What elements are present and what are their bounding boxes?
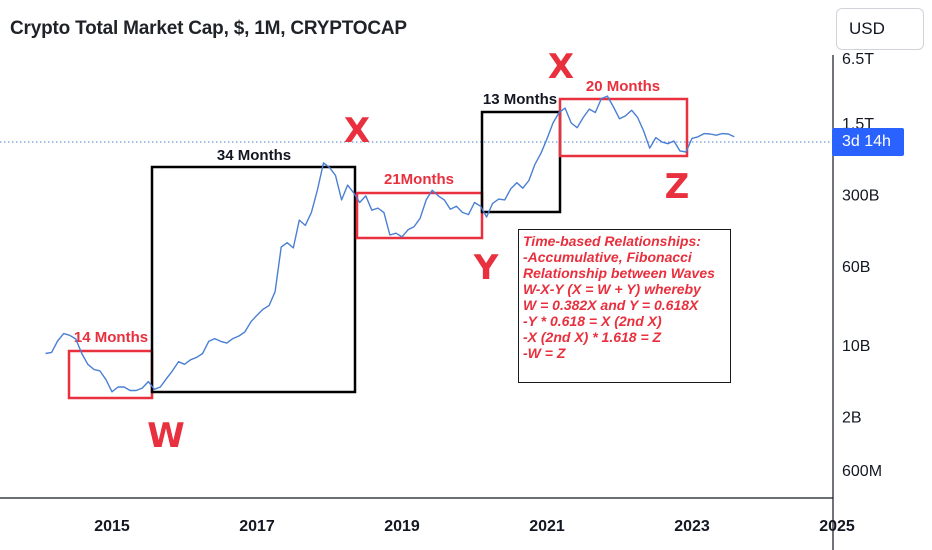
y-tick-label: 600M xyxy=(842,463,882,480)
y-tick-label: 2B xyxy=(842,410,862,427)
x-tick-label: 2021 xyxy=(529,518,565,535)
x-tick-label: 2019 xyxy=(384,518,420,535)
wave-labels: W X Y X Z xyxy=(147,47,689,456)
note-line: Relationship between Waves xyxy=(523,265,715,281)
time-box xyxy=(355,191,484,240)
wave-label: W xyxy=(147,416,185,456)
time-box xyxy=(150,165,357,394)
time-box xyxy=(558,97,689,158)
market-cap-line xyxy=(45,95,735,393)
note-line: -Y * 0.618 = X (2nd X) xyxy=(523,313,662,329)
note-line: W = 0.382X and Y = 0.618X xyxy=(523,297,699,313)
box-label: 13 Months xyxy=(483,91,557,108)
note-line: W-X-Y (X = W + Y) whereby xyxy=(523,281,701,297)
currency-selector[interactable]: USD xyxy=(836,8,924,50)
y-tick-label: 6.5T xyxy=(842,51,874,68)
y-tick-label: 300B xyxy=(842,187,879,204)
countdown-badge: 3d 14h xyxy=(832,128,904,156)
note-line: Time-based Relationships: xyxy=(523,233,701,249)
box-label: 14 Months xyxy=(74,329,148,346)
box-label: 34 Months xyxy=(217,147,291,164)
wave-label: X xyxy=(548,47,574,87)
box-label: 20 Months xyxy=(586,78,660,95)
box-label: 21Months xyxy=(384,171,454,188)
note-line: -Accumulative, Fibonacci xyxy=(523,249,692,265)
wave-label: Y xyxy=(473,248,499,288)
wave-label: Z xyxy=(665,167,690,207)
x-tick-label: 2017 xyxy=(239,518,275,535)
time-box xyxy=(480,110,562,214)
note-line: -X (2nd X) * 1.618 = Z xyxy=(523,329,662,345)
x-tick-label: 2025 xyxy=(819,518,855,535)
x-tick-label: 2015 xyxy=(94,518,130,535)
wave-label: X xyxy=(344,111,370,151)
x-tick-label: 2023 xyxy=(674,518,710,535)
time-box xyxy=(67,349,154,400)
x-axis-ticks: 2015 2017 2019 2021 2023 2025 xyxy=(94,518,855,535)
chart-title: Crypto Total Market Cap, $, 1M, CRYPTOCA… xyxy=(10,18,407,39)
y-tick-label: 10B xyxy=(842,338,870,355)
note-line: -W = Z xyxy=(523,345,566,361)
time-boxes: 14 Months 34 Months 21Months 13 Months 20 Mo… xyxy=(67,78,689,400)
y-tick-label: 60B xyxy=(842,259,870,276)
analysis-note: Time-based Relationships: -Accumulative, … xyxy=(518,229,731,383)
